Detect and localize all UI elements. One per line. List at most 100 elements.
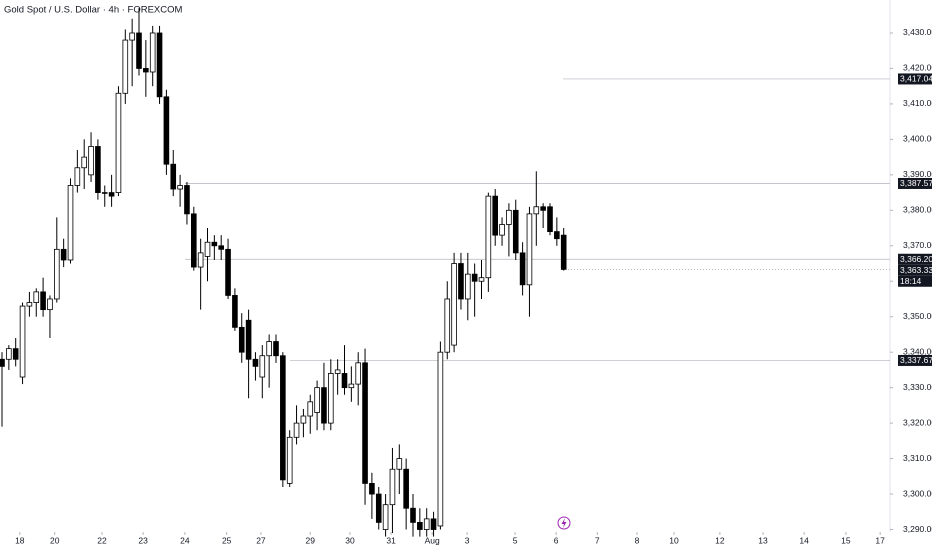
candle-body [444, 298, 451, 353]
candle-body [547, 206, 553, 232]
level-price-label-bg [898, 253, 932, 265]
x-tick-label: 15 [841, 535, 851, 545]
candle-body [506, 209, 512, 225]
x-tick-label: 18 [15, 535, 25, 545]
candle-body [478, 277, 485, 282]
candle-body [519, 252, 526, 286]
x-tick-label: 17 [875, 535, 885, 545]
x-tick-label: 13 [758, 535, 768, 545]
y-tick-label: 3,340.00 [903, 346, 932, 356]
x-tick-label: 31 [386, 535, 396, 545]
candle-body [403, 468, 409, 509]
candle-body [88, 146, 94, 176]
candle-body [197, 252, 204, 268]
candle-body [458, 263, 464, 300]
candle-body [464, 273, 471, 300]
x-tick-label: 22 [97, 535, 107, 545]
candle-body [382, 504, 389, 530]
candle-body [143, 68, 149, 73]
x-tick-label: 20 [50, 535, 60, 545]
candle-body [47, 298, 53, 311]
candle-body [375, 493, 382, 523]
x-tick-label: 8 [635, 535, 640, 545]
countdown-label: 18:14 [900, 276, 922, 286]
candle-body [307, 401, 314, 417]
candle-body [6, 348, 12, 360]
candle-body [60, 248, 67, 261]
y-tick-label: 3,310.00 [903, 453, 932, 463]
candle-body [348, 383, 355, 389]
y-tick-label: 3,300.00 [903, 488, 932, 498]
candle-body [238, 326, 245, 353]
x-tick-label: 12 [715, 535, 725, 545]
candle-body [533, 206, 540, 215]
current-price-label-bg [898, 264, 932, 276]
candle-body [293, 422, 300, 438]
candle-body [40, 291, 46, 311]
candle-body [492, 195, 498, 236]
candle-body [101, 192, 108, 194]
candle-body [204, 241, 211, 257]
candle-body [389, 468, 396, 506]
candle-body [280, 355, 286, 481]
candle-body [225, 248, 231, 296]
y-tick-label: 3,370.00 [903, 240, 932, 250]
candle-body [540, 206, 546, 211]
candle-body [314, 387, 320, 413]
y-tick-label: 3,330.00 [903, 382, 932, 392]
candle-body [252, 358, 259, 367]
candle-body [19, 305, 26, 378]
candle-body [369, 483, 375, 495]
y-tick-label: 3,400.00 [903, 134, 932, 144]
candle-body [136, 32, 142, 69]
candle-body [526, 213, 533, 286]
candle-body [485, 195, 492, 279]
y-tick-label: 3,350.00 [903, 311, 932, 321]
level-price-label: 3,337.67 [900, 355, 932, 365]
candle-body [156, 32, 163, 98]
candle-body [471, 273, 478, 282]
candle-body [437, 351, 444, 527]
level-price-label: 3,417.04 [900, 74, 932, 84]
candle-body [430, 518, 437, 530]
candle-body [560, 234, 567, 270]
candle-body [273, 341, 279, 357]
candle-body [170, 163, 177, 190]
x-tick-label: 14 [799, 535, 809, 545]
candle-body [300, 415, 307, 424]
candle-body [149, 32, 156, 73]
x-tick-label: Aug [425, 535, 440, 545]
x-tick-label: 3 [465, 535, 470, 545]
candle-body [163, 96, 170, 165]
candle-body [341, 373, 348, 389]
candle-body [355, 362, 361, 385]
level-price-label-bg [898, 177, 932, 189]
x-tick-label: 24 [180, 535, 190, 545]
x-tick-label: 23 [138, 535, 148, 545]
level-price-label-bg [898, 73, 932, 85]
candle-body [396, 458, 403, 470]
x-tick-label: 6 [554, 535, 559, 545]
candle-body [266, 341, 272, 357]
y-tick-label: 3,390.00 [903, 169, 932, 179]
candle-body [451, 263, 457, 346]
candle-body [362, 362, 368, 484]
y-tick-label: 3,410.00 [903, 98, 932, 108]
y-tick-label: 3,320.00 [903, 417, 932, 427]
candle-body [54, 248, 60, 300]
candle-body [554, 231, 560, 240]
candle-body [512, 209, 519, 254]
x-tick-label: 25 [222, 535, 232, 545]
candle-body [108, 192, 115, 197]
x-tick-label: 5 [513, 535, 518, 545]
x-tick-label: 29 [306, 535, 316, 545]
candle-body [334, 369, 341, 374]
candle-body [423, 518, 430, 530]
candle-body [410, 507, 416, 523]
x-tick-label: 10 [669, 535, 679, 545]
event-icon [557, 516, 571, 530]
candle-body [129, 32, 135, 41]
level-price-label-bg [898, 354, 932, 366]
candle-body [499, 224, 505, 236]
candle-body [122, 39, 129, 94]
